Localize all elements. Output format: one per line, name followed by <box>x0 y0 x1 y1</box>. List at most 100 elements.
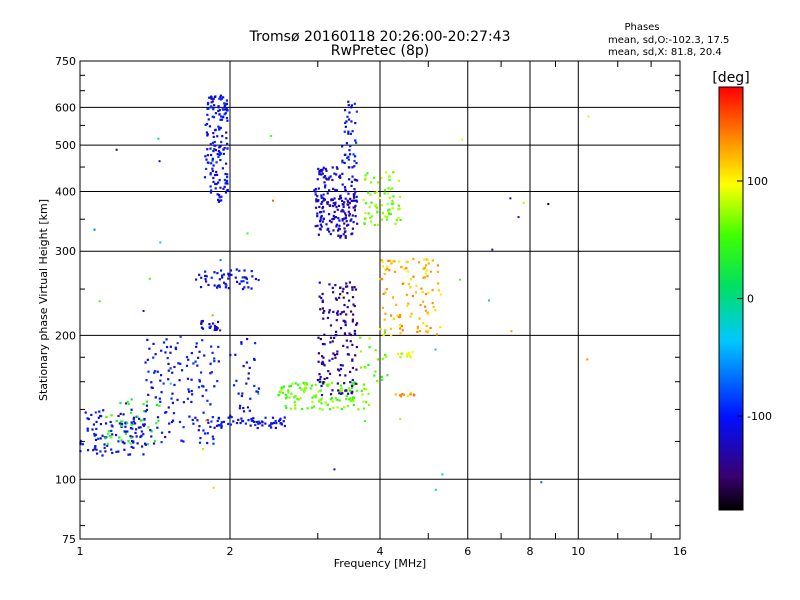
data-point <box>397 216 400 220</box>
data-point <box>362 407 366 410</box>
data-point <box>180 369 184 372</box>
data-point <box>255 390 258 393</box>
data-point <box>322 311 325 315</box>
data-point <box>320 214 323 218</box>
data-point <box>165 411 168 414</box>
data-point <box>349 397 352 400</box>
data-point <box>324 184 327 187</box>
data-point <box>343 319 346 323</box>
data-point <box>391 207 394 210</box>
data-point <box>247 419 250 422</box>
data-point <box>245 277 248 281</box>
data-point <box>325 177 328 180</box>
data-point <box>351 296 355 299</box>
data-point <box>418 317 421 320</box>
data-point <box>156 370 159 373</box>
data-point <box>540 481 543 484</box>
data-point <box>243 269 246 272</box>
data-point <box>364 366 367 369</box>
data-point <box>394 222 397 226</box>
data-point <box>409 393 412 396</box>
data-point <box>366 172 369 175</box>
data-point <box>172 412 176 415</box>
data-point <box>210 189 213 192</box>
data-point <box>218 278 221 281</box>
data-point <box>212 108 215 111</box>
data-point <box>241 419 245 423</box>
data-point <box>223 178 227 182</box>
data-point <box>315 394 318 397</box>
data-point <box>373 176 376 179</box>
data-point <box>244 422 247 425</box>
data-point <box>97 437 100 440</box>
data-point <box>221 276 224 279</box>
data-point <box>322 380 325 384</box>
data-point <box>218 178 221 182</box>
data-point <box>272 421 276 425</box>
data-point <box>397 204 400 207</box>
data-point <box>347 155 350 158</box>
data-point <box>320 402 323 405</box>
data-point <box>334 330 338 333</box>
data-point <box>459 278 462 281</box>
data-point <box>314 187 317 191</box>
data-point <box>314 193 317 196</box>
data-point <box>345 120 348 123</box>
data-point <box>380 375 383 378</box>
data-point <box>282 420 285 423</box>
data-point <box>251 275 254 278</box>
data-point <box>197 356 200 359</box>
data-point <box>218 113 221 116</box>
data-point <box>287 389 290 392</box>
data-point <box>149 428 152 432</box>
data-point <box>94 433 97 436</box>
data-point <box>190 400 193 404</box>
data-point <box>321 168 324 171</box>
data-point <box>362 383 365 386</box>
data-point <box>107 430 111 433</box>
data-point <box>352 153 355 156</box>
data-point <box>402 393 406 396</box>
data-point <box>317 233 320 236</box>
data-point <box>201 339 204 342</box>
data-point <box>234 353 237 356</box>
data-point <box>369 181 373 184</box>
data-point <box>346 285 349 288</box>
data-point <box>331 198 334 202</box>
data-point <box>101 454 104 457</box>
data-point <box>99 437 102 440</box>
data-point <box>207 118 210 121</box>
data-point <box>351 384 354 388</box>
data-point <box>491 248 494 251</box>
data-point <box>351 318 355 321</box>
data-point <box>223 113 226 116</box>
data-point <box>156 426 159 429</box>
data-point <box>147 370 150 373</box>
data-point <box>220 421 223 424</box>
data-point <box>342 210 345 213</box>
data-point <box>104 450 107 453</box>
data-point <box>124 425 127 428</box>
data-point <box>269 424 272 427</box>
data-point <box>252 417 255 420</box>
data-point <box>194 360 197 363</box>
data-point <box>158 160 161 163</box>
data-point <box>338 219 341 222</box>
data-point <box>439 325 442 329</box>
data-point <box>329 398 332 401</box>
data-point <box>387 187 390 190</box>
data-point <box>219 329 222 332</box>
data-point <box>213 357 216 360</box>
data-point <box>210 345 213 348</box>
data-point <box>211 169 214 173</box>
data-point <box>121 420 124 423</box>
colorbar-tick-label: 0 <box>747 293 754 306</box>
data-point <box>178 379 181 382</box>
data-point <box>212 176 215 180</box>
data-point <box>318 380 321 384</box>
data-point <box>206 441 209 445</box>
data-point <box>343 303 346 307</box>
data-point <box>355 389 359 392</box>
data-point <box>379 277 382 281</box>
data-point <box>340 407 343 411</box>
